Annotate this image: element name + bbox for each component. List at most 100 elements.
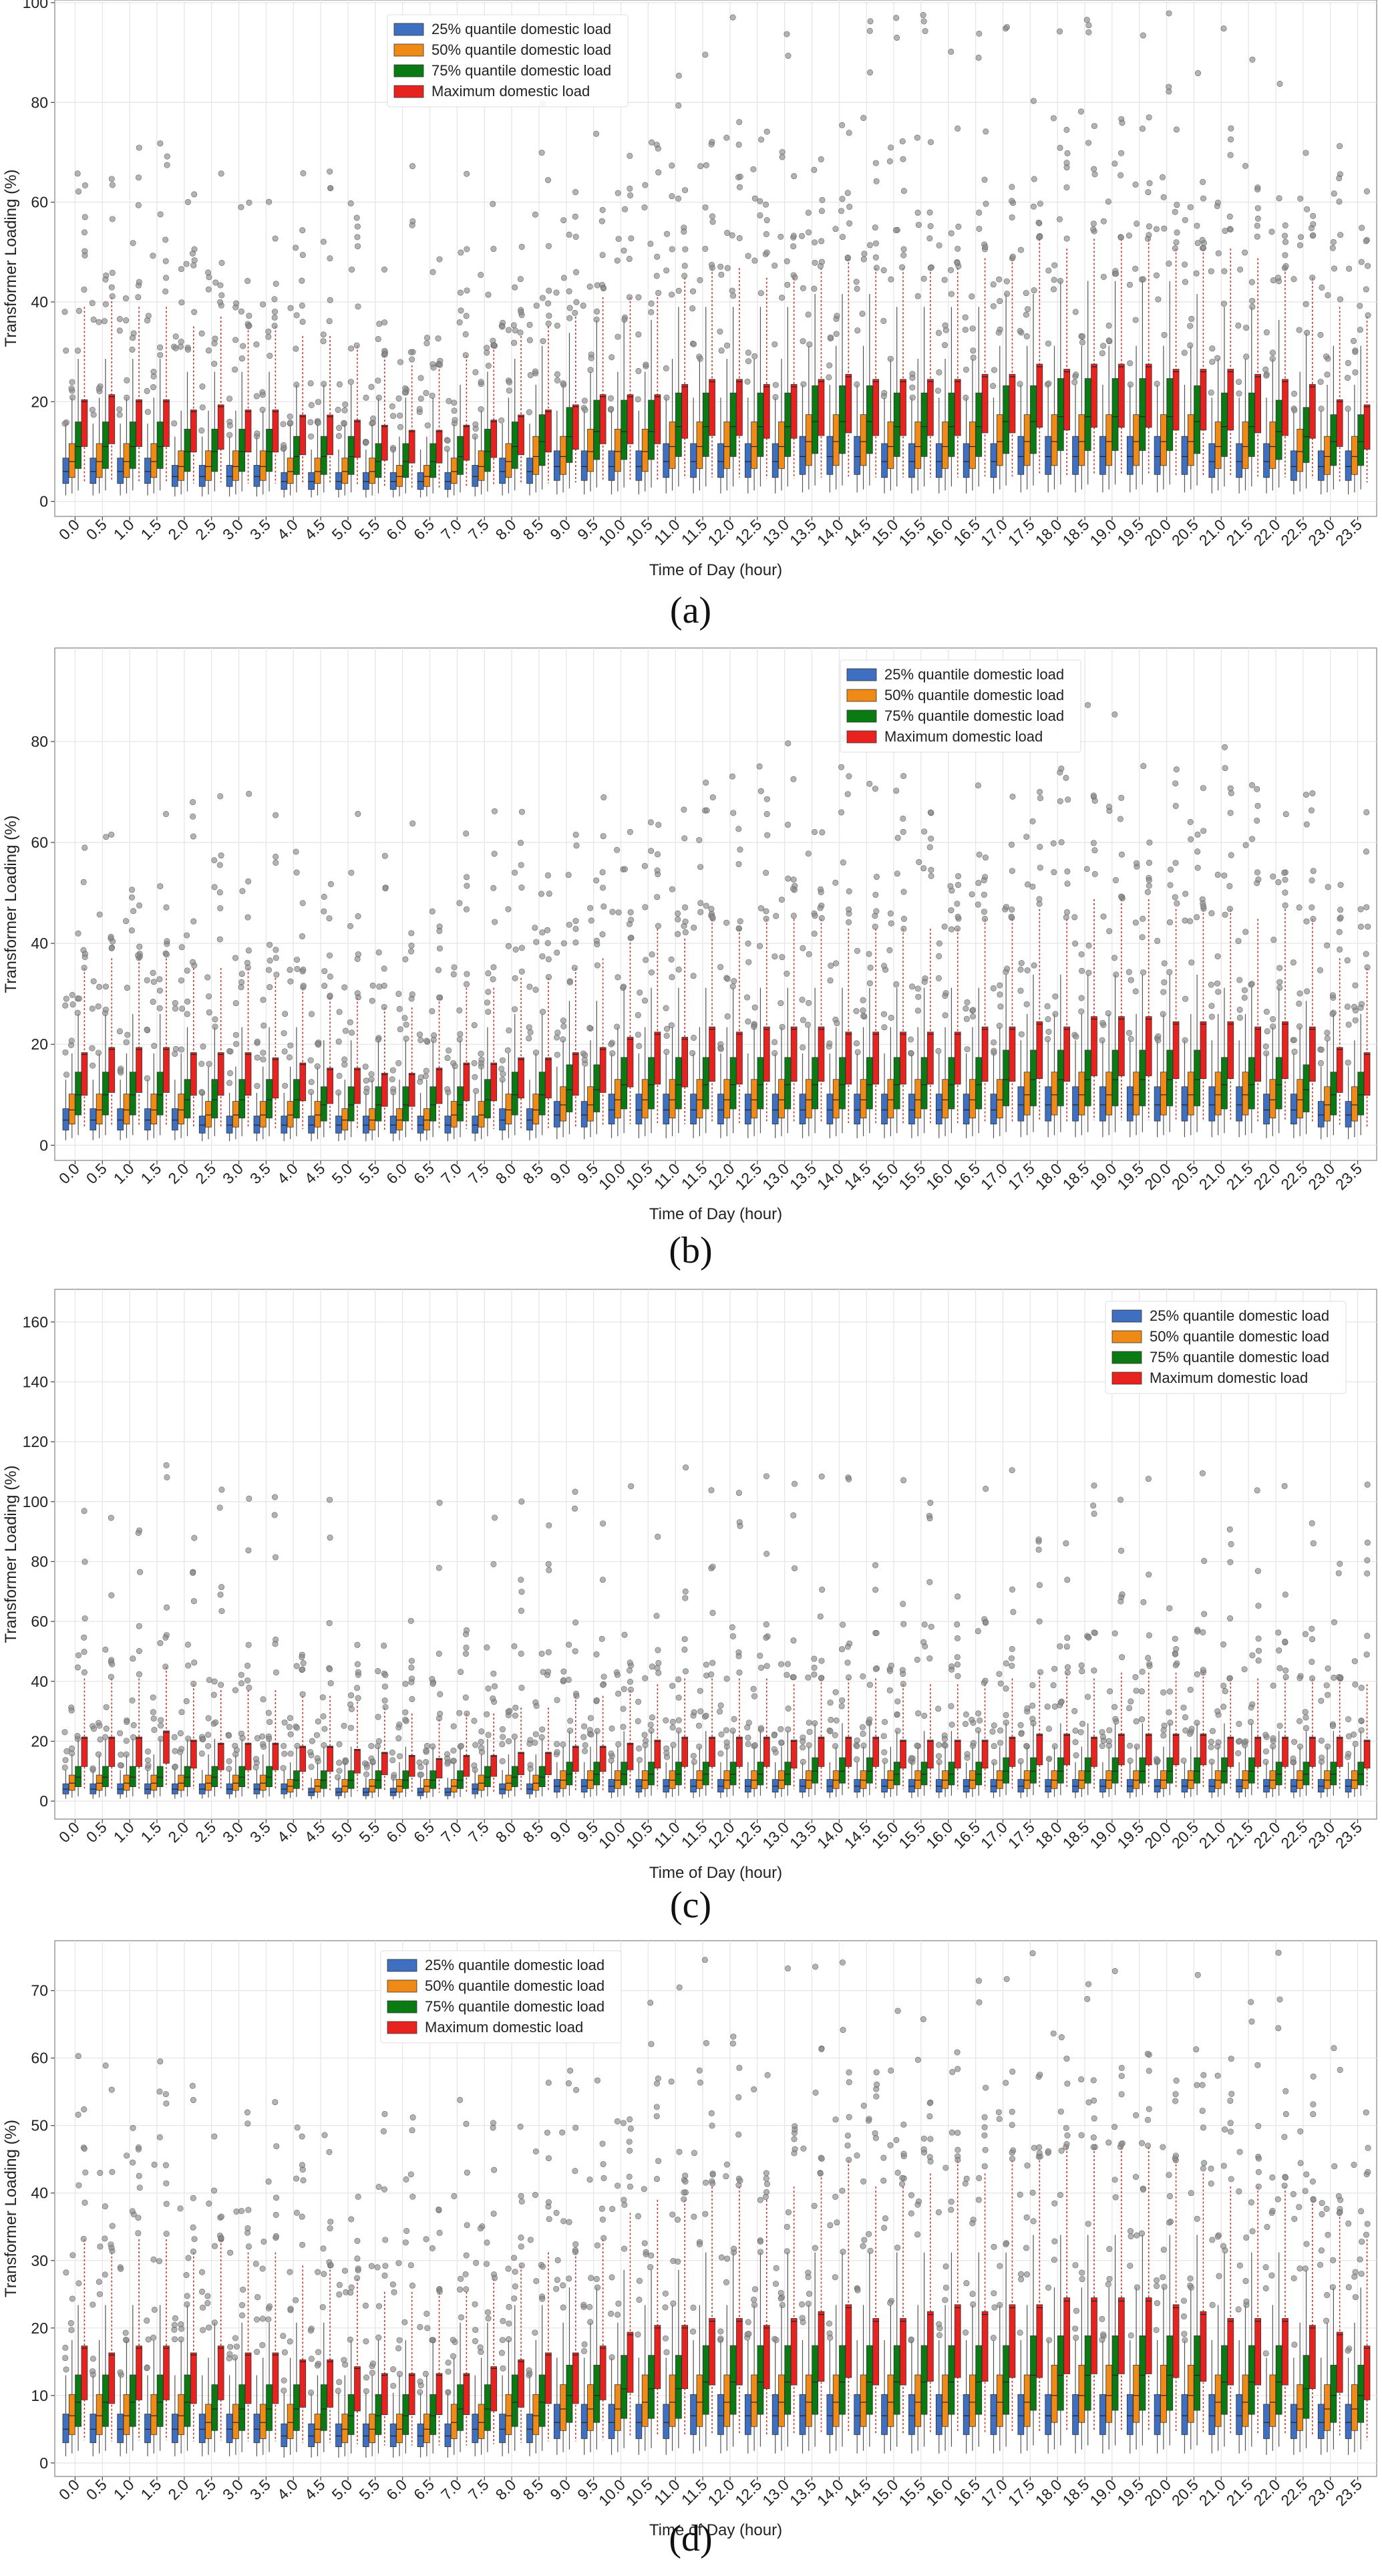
outlier-point [123, 317, 130, 324]
outlier-point [123, 1751, 130, 1758]
box-maximum-domestic-load [763, 1736, 770, 1767]
outlier-point [641, 204, 648, 211]
outlier-point [444, 1086, 451, 1092]
y-tick-label: 80 [31, 733, 48, 750]
box-maximum-domestic-load [1282, 1021, 1288, 1080]
outlier-point [833, 1717, 840, 1724]
box-75-quantile-domestic-load [866, 1757, 873, 1784]
box-75-quantile-domestic-load [320, 436, 327, 475]
outlier-point [593, 1651, 600, 1657]
outlier-point [150, 969, 156, 976]
outlier-point [572, 939, 579, 946]
box-maximum-domestic-load [1172, 1021, 1180, 1080]
outlier-point [757, 788, 764, 794]
outlier-point [91, 1726, 98, 1732]
outlier-point [1085, 969, 1092, 976]
outlier-point [294, 1742, 301, 1749]
outlier-point [478, 1728, 485, 1735]
box-25-quantile-domestic-load [744, 1094, 751, 1125]
outlier-point [1188, 836, 1194, 842]
box-maximum-domestic-load [599, 1746, 607, 1772]
y-tick-label: 70 [31, 1982, 48, 1999]
x-tick-label: 13.0 [759, 516, 792, 549]
outlier-point [1153, 226, 1160, 232]
outlier-point [653, 273, 660, 279]
box-50-quantile-domestic-load [751, 1079, 757, 1118]
x-tick-label: 1.0 [110, 1818, 138, 1846]
outlier-point [1270, 1016, 1276, 1023]
outlier-point [1335, 1570, 1342, 1577]
outlier-point [327, 1666, 333, 1673]
outlier-point [109, 182, 116, 188]
box-75-quantile-domestic-load [975, 392, 983, 457]
outlier-point [184, 998, 191, 1005]
box-50-quantile-domestic-load [478, 1101, 485, 1128]
outlier-point [751, 1742, 758, 1748]
outlier-point [89, 300, 96, 307]
outlier-point [1117, 172, 1124, 178]
outlier-point [69, 1745, 75, 1752]
outlier-point [362, 1064, 369, 1070]
box-75-quantile-domestic-load [1194, 1757, 1200, 1784]
outlier-point [1346, 265, 1353, 272]
outlier-point [627, 1659, 633, 1666]
box-50-quantile-domestic-load [150, 443, 158, 478]
outlier-point [723, 1739, 730, 1746]
outlier-point [1325, 884, 1331, 891]
outlier-point [1274, 275, 1281, 281]
outlier-point [1262, 1748, 1269, 1755]
outlier-point [900, 1477, 907, 1484]
outlier-point [156, 987, 163, 994]
box-75-quantile-domestic-load [211, 1766, 218, 1787]
box-maximum-domestic-load [681, 1037, 689, 1088]
outlier-point [899, 1667, 906, 1673]
box-75-quantile-domestic-load [457, 1770, 464, 1789]
outlier-point [1003, 278, 1010, 285]
outlier-point [375, 949, 382, 956]
outlier-point [382, 1671, 389, 1678]
outlier-point [320, 338, 327, 345]
outlier-point [1182, 216, 1188, 223]
x-tick-label: 3.0 [219, 516, 246, 543]
outlier-point [703, 807, 710, 814]
box-75-quantile-domestic-load [839, 1057, 846, 1110]
outlier-point [846, 773, 852, 780]
box-maximum-domestic-load [1063, 1026, 1071, 1082]
outlier-point [185, 346, 192, 353]
outlier-point [827, 1728, 834, 1734]
box-50-quantile-domestic-load [914, 422, 922, 469]
outlier-point [341, 407, 348, 414]
box-50-quantile-domestic-load [696, 1079, 703, 1118]
x-tick-label: 6.0 [383, 1818, 410, 1846]
outlier-point [844, 255, 851, 261]
outlier-point [853, 1040, 860, 1047]
outlier-point [969, 293, 975, 300]
outlier-point [954, 1621, 961, 1628]
box-50-quantile-domestic-load [615, 1079, 621, 1118]
outlier-point [190, 1598, 197, 1605]
outlier-point [1003, 24, 1010, 31]
outlier-point [314, 1063, 321, 1070]
outlier-point [916, 858, 922, 865]
box-maximum-domestic-load [818, 1736, 825, 1767]
outlier-point [144, 409, 151, 416]
box-50-quantile-domestic-load [587, 428, 594, 472]
outlier-point [108, 933, 114, 940]
box-maximum-domestic-load [845, 373, 852, 434]
outlier-point [135, 202, 142, 208]
x-tick-label: 19.5 [1113, 516, 1147, 549]
outlier-point [723, 134, 730, 141]
legend-label: 50% quantile domestic load [1150, 1328, 1329, 1345]
outlier-point [472, 369, 479, 375]
box-maximum-domestic-load [709, 379, 715, 436]
x-tick-label: 6.5 [410, 516, 438, 543]
outlier-point [1063, 914, 1069, 921]
outlier-point [976, 30, 983, 37]
outlier-point [635, 294, 642, 301]
outlier-point [129, 887, 136, 893]
box-50-quantile-domestic-load [615, 428, 621, 472]
outlier-point [729, 287, 735, 294]
x-tick-label: 23.0 [1305, 1818, 1338, 1852]
x-tick-label: 13.5 [786, 1160, 820, 1193]
